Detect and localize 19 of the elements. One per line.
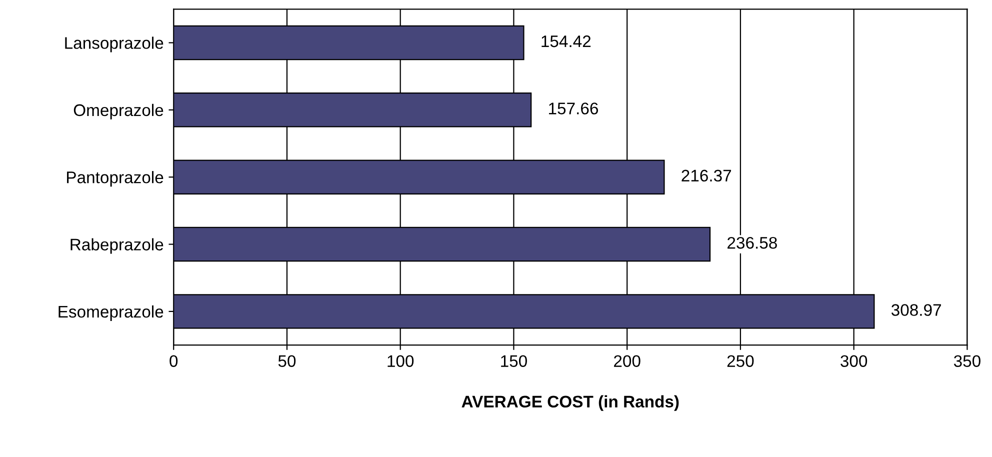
data-label: 157.66: [549, 102, 598, 114]
x-tick-label: 300: [840, 355, 868, 367]
x-tick-label: 100: [388, 355, 414, 367]
data-label: 154.42: [542, 35, 591, 48]
y-tick-label: Pantoprazole: [67, 171, 164, 187]
data-label: 236.58: [728, 236, 777, 249]
data-label: 308.97: [891, 304, 941, 316]
y-tick-label: Omeprazole: [74, 104, 164, 120]
y-tick-label: Esomeprazole: [58, 305, 164, 321]
y-tick-label: Lansoprazole: [65, 36, 164, 52]
x-tick-label: 150: [501, 355, 527, 367]
x-axis-title: AVERAGE COST (in Rands): [462, 395, 679, 411]
x-tick-label: 50: [278, 355, 296, 367]
x-tick-label: 250: [727, 355, 754, 367]
x-tick-label: 0: [170, 355, 178, 367]
data-label: 216.37: [682, 170, 732, 182]
y-tick-label: Rabeprazole: [70, 238, 164, 254]
x-tick-label: 350: [954, 355, 980, 367]
x-tick-label: 200: [614, 355, 640, 367]
